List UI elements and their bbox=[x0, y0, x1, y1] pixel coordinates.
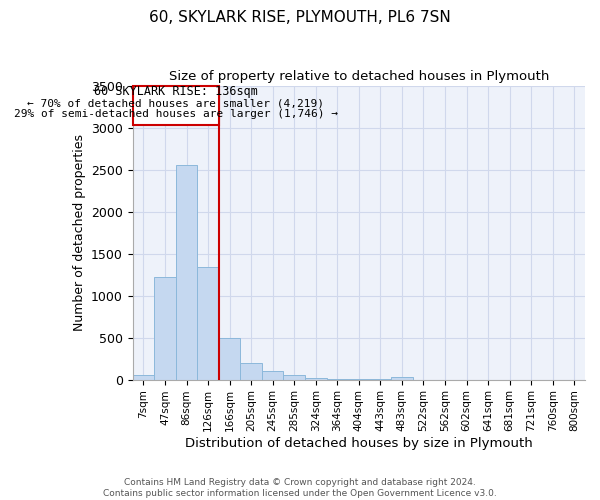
Bar bbox=[262, 371, 283, 380]
Text: 60 SKYLARK RISE: 136sqm: 60 SKYLARK RISE: 136sqm bbox=[94, 85, 258, 98]
Y-axis label: Number of detached properties: Number of detached properties bbox=[73, 134, 86, 331]
Bar bbox=[219, 338, 241, 380]
X-axis label: Distribution of detached houses by size in Plymouth: Distribution of detached houses by size … bbox=[185, 437, 533, 450]
Bar bbox=[154, 277, 176, 380]
Text: ← 70% of detached houses are smaller (4,219): ← 70% of detached houses are smaller (4,… bbox=[27, 98, 324, 108]
Bar bbox=[133, 376, 154, 380]
Text: 29% of semi-detached houses are larger (1,746) →: 29% of semi-detached houses are larger (… bbox=[14, 109, 338, 119]
Bar bbox=[283, 376, 305, 380]
Title: Size of property relative to detached houses in Plymouth: Size of property relative to detached ho… bbox=[169, 70, 549, 83]
Bar bbox=[305, 378, 326, 380]
Bar bbox=[391, 377, 413, 380]
Bar bbox=[197, 267, 219, 380]
Text: 60, SKYLARK RISE, PLYMOUTH, PL6 7SN: 60, SKYLARK RISE, PLYMOUTH, PL6 7SN bbox=[149, 10, 451, 25]
Bar bbox=[241, 363, 262, 380]
Bar bbox=[133, 86, 219, 125]
Bar bbox=[176, 164, 197, 380]
Text: Contains HM Land Registry data © Crown copyright and database right 2024.
Contai: Contains HM Land Registry data © Crown c… bbox=[103, 478, 497, 498]
